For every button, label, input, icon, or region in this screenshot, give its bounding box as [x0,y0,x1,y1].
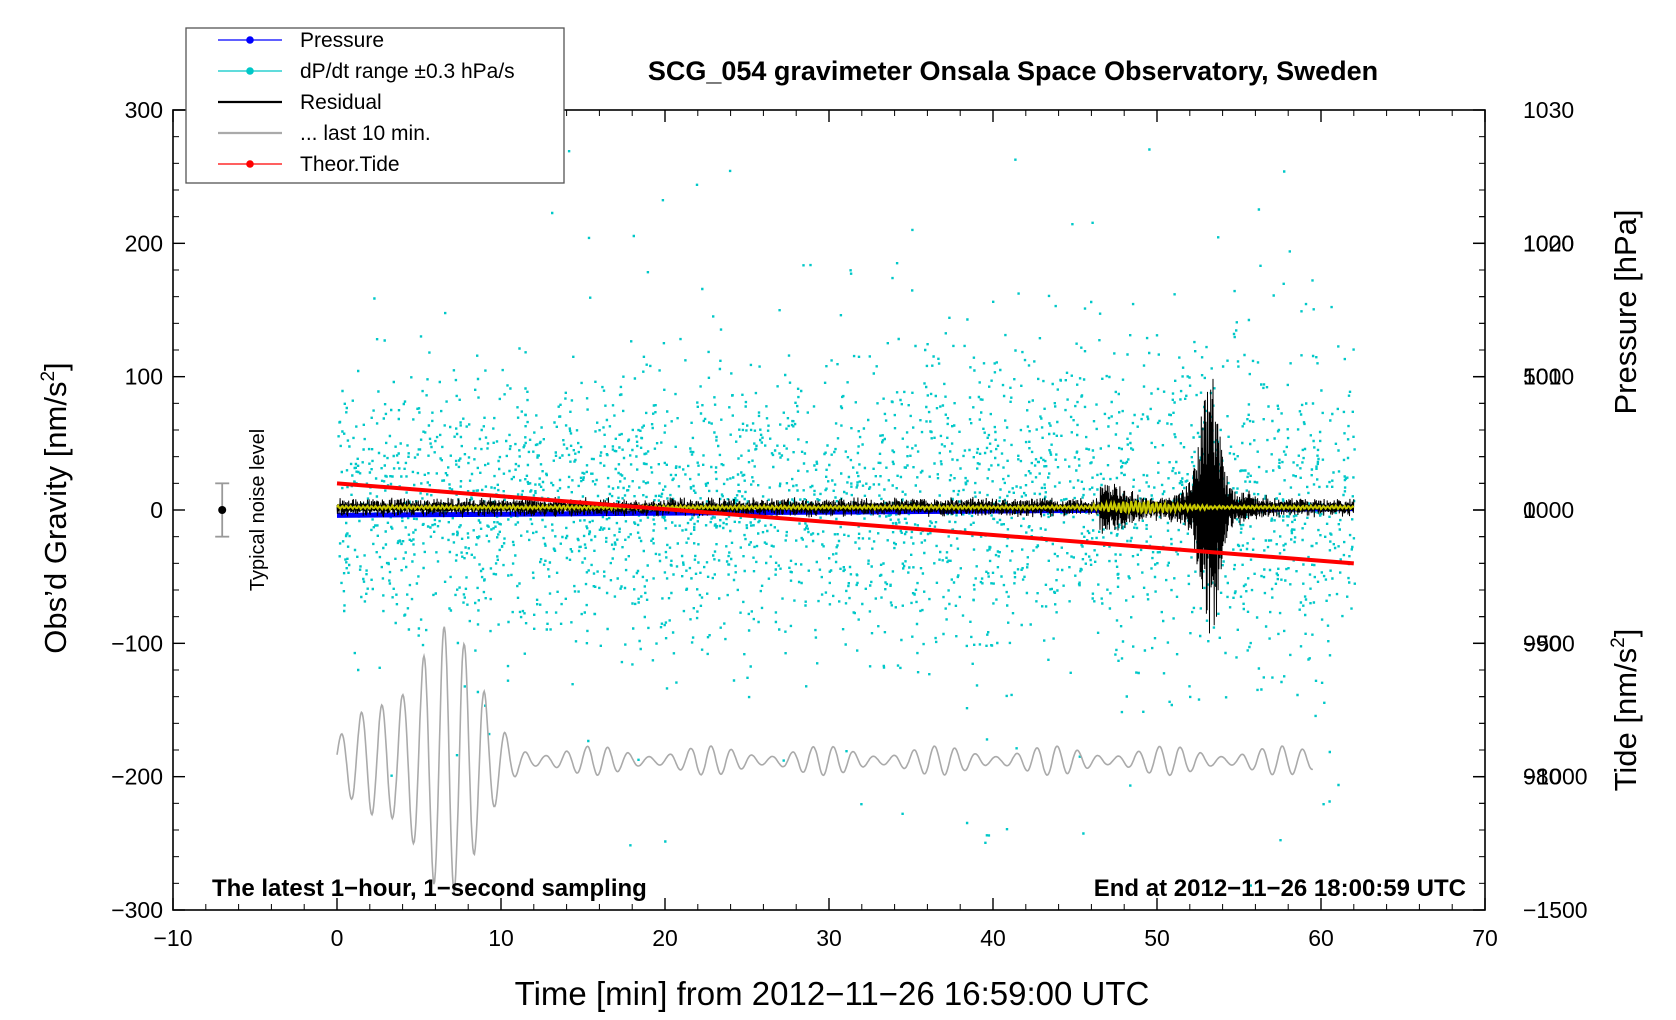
y-left-tick-label: −200 [111,764,163,790]
legend-label: Theor.Tide [300,153,400,176]
x-tick-label: 0 [331,925,344,951]
y-pressure-tick-label: 1030 [1523,97,1574,123]
noise-level-marker [215,482,230,538]
y-left-tick-label: 100 [125,364,163,390]
y-axis-label-gravity: Obs’d Gravity [nm/s2] [38,362,73,653]
legend-label: dP/dt range ±0.3 hPa/s [300,60,515,83]
x-tick-label: 60 [1308,925,1334,951]
annotation-latest-hour: The latest 1−hour, 1−second sampling [212,875,647,902]
x-tick-label: 10 [488,925,514,951]
x-tick-label: 70 [1472,925,1498,951]
y-axis-label-gravity-close: ] [38,362,73,371]
chart-title: SCG_054 gravimeter Onsala Space Observat… [648,56,1378,86]
y-tide-tick-label: 1000 [1523,230,1574,256]
legend-label: ... last 10 min. [300,122,431,145]
x-tick-label: 50 [1144,925,1170,951]
x-tick-label: 20 [652,925,678,951]
legend-label: Residual [300,91,382,114]
y-tide-tick-label: 500 [1523,364,1561,390]
series-layer [336,378,1355,893]
noise-level-label: Typical noise level [247,429,269,591]
y-tide-tick-label: −1500 [1523,897,1588,923]
y-tide-tick-label: 0 [1523,497,1536,523]
x-axis-label: Time [min] from 2012−11−26 16:59:00 UTC [515,975,1150,1012]
legend-swatch-marker [246,36,254,44]
legend-label: Pressure [300,29,384,52]
x-tick-label: 30 [816,925,842,951]
y-axis-label-tide: Tide [nm/s2] [1608,629,1643,792]
y-pressure-tick-label: 980 [1523,764,1561,790]
y-pressure-tick-label: 1010 [1523,364,1574,390]
last-10-min-line [336,626,1313,893]
y-axis-label-tide-main: Tide [nm/s [1608,648,1643,792]
y-pressure-tick-label: 1020 [1523,230,1574,256]
y-tide-tick-label: −500 [1523,630,1575,656]
x-tick-label: 40 [980,925,1006,951]
annotation-end-time: End at 2012−11−26 18:00:59 UTC [1094,875,1466,902]
y-left-tick-label: 200 [125,230,163,256]
ticks-layer: −10 0 10 20 30 40 50 60 703002001000−100−200−300… [111,97,1587,951]
y-pressure-tick-label: 990 [1523,630,1561,656]
x-tick-label: −10 [153,925,192,951]
y-pressure-tick-label: 1000 [1523,497,1574,523]
residual-line [336,378,1355,634]
y-axis-label-gravity-main: Obs’d Gravity [nm/s [38,382,73,654]
y-left-tick-label: −300 [111,897,163,923]
y-left-tick-label: −100 [111,630,163,656]
y-tide-tick-label: −1000 [1523,764,1588,790]
y-axis-label-pressure: Pressure [hPa] [1608,209,1643,414]
noise-center-dot [218,506,227,514]
y-axis-label-tide-close: ] [1608,629,1643,638]
y-left-tick-label: 0 [150,497,163,523]
theoretical-tide-line [336,481,1354,566]
legend-swatch-marker [246,67,254,75]
residual-smoothed-line [336,499,1355,516]
legend-swatch-marker [246,160,254,168]
y-left-tick-label: 300 [125,97,163,123]
legend: Pressure dP/dt range ±0.3 hPa/s Residual..… [218,29,515,176]
legend-box [185,27,565,184]
y-axis-label-tide-sup: 2 [1608,637,1629,648]
y-axis-label-gravity-sup: 2 [38,371,59,382]
